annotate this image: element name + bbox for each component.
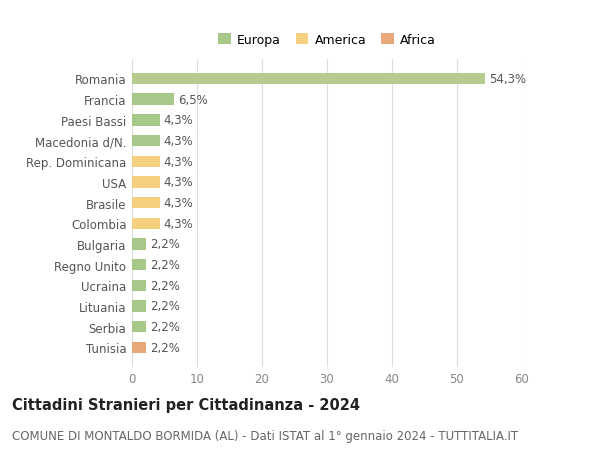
Bar <box>132 321 146 333</box>
Text: 54,3%: 54,3% <box>489 73 526 86</box>
Bar <box>132 259 146 271</box>
Bar <box>132 73 485 85</box>
Text: 2,2%: 2,2% <box>150 238 180 251</box>
Bar <box>132 301 146 312</box>
Bar <box>132 342 146 353</box>
Text: 4,3%: 4,3% <box>164 217 194 230</box>
Text: Cittadini Stranieri per Cittadinanza - 2024: Cittadini Stranieri per Cittadinanza - 2… <box>12 397 360 412</box>
Text: 4,3%: 4,3% <box>164 135 194 148</box>
Text: 2,2%: 2,2% <box>150 300 180 313</box>
Bar <box>132 280 146 291</box>
Bar <box>132 94 174 106</box>
Text: 4,3%: 4,3% <box>164 176 194 189</box>
Bar <box>132 177 160 188</box>
Text: 4,3%: 4,3% <box>164 114 194 127</box>
Bar <box>132 115 160 126</box>
Text: 2,2%: 2,2% <box>150 258 180 272</box>
Text: 4,3%: 4,3% <box>164 196 194 210</box>
Text: 2,2%: 2,2% <box>150 279 180 292</box>
Text: 6,5%: 6,5% <box>178 94 208 106</box>
Text: 2,2%: 2,2% <box>150 341 180 354</box>
Text: 2,2%: 2,2% <box>150 320 180 333</box>
Bar <box>132 156 160 168</box>
Bar <box>132 197 160 209</box>
Bar <box>132 239 146 250</box>
Bar <box>132 135 160 147</box>
Text: COMUNE DI MONTALDO BORMIDA (AL) - Dati ISTAT al 1° gennaio 2024 - TUTTITALIA.IT: COMUNE DI MONTALDO BORMIDA (AL) - Dati I… <box>12 429 518 442</box>
Legend: Europa, America, Africa: Europa, America, Africa <box>213 29 441 52</box>
Text: 4,3%: 4,3% <box>164 155 194 168</box>
Bar <box>132 218 160 230</box>
